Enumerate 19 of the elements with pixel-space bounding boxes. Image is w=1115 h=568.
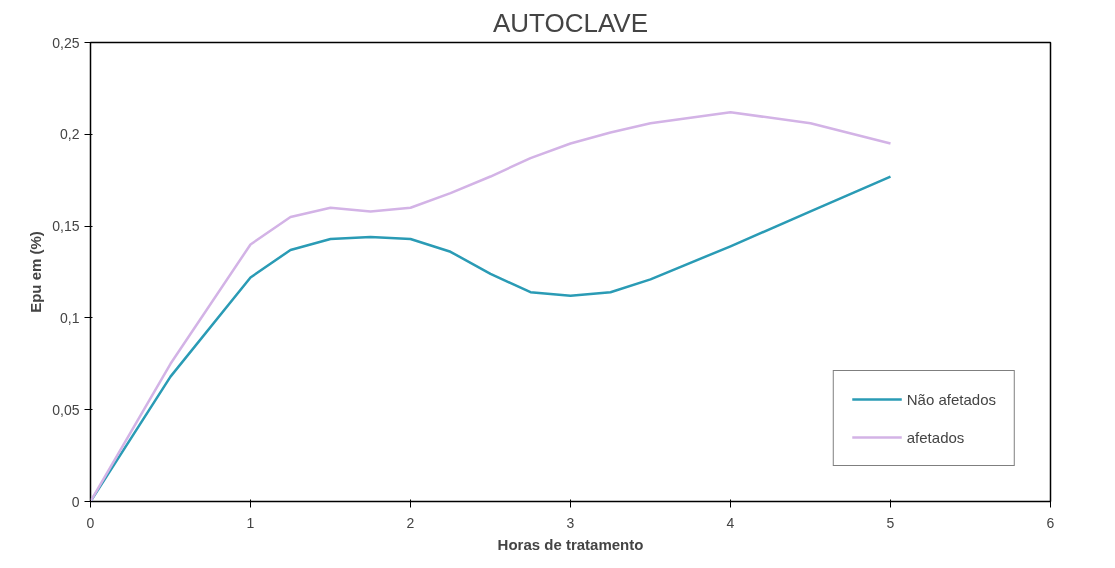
x-axis-title: Horas de tratamento bbox=[497, 535, 644, 553]
x-tick-label: 6 bbox=[1046, 514, 1055, 531]
line-series bbox=[90, 111, 892, 502]
y-axis-title: Epu em (%) bbox=[27, 231, 45, 313]
y-tick-label: 0,25 bbox=[52, 34, 80, 51]
x-tick-label: 4 bbox=[726, 514, 735, 531]
y-tick-label: 0,05 bbox=[52, 401, 80, 418]
x-tick-label: 3 bbox=[566, 514, 575, 531]
legend-label: Não afetados bbox=[906, 390, 996, 408]
legend-label: afetados bbox=[906, 428, 965, 446]
y-tick-label: 0,15 bbox=[52, 218, 80, 235]
y-tick-label: 0,2 bbox=[60, 126, 80, 143]
x-tick-label: 5 bbox=[886, 514, 895, 531]
chart-title: AUTOCLAVE bbox=[492, 7, 649, 38]
x-tick-label: 0 bbox=[86, 514, 95, 531]
y-tick-label: 0 bbox=[71, 493, 80, 510]
x-tick-label: 2 bbox=[406, 514, 415, 531]
y-tick-label: 0,1 bbox=[60, 309, 80, 326]
x-tick-label: 1 bbox=[246, 514, 255, 531]
